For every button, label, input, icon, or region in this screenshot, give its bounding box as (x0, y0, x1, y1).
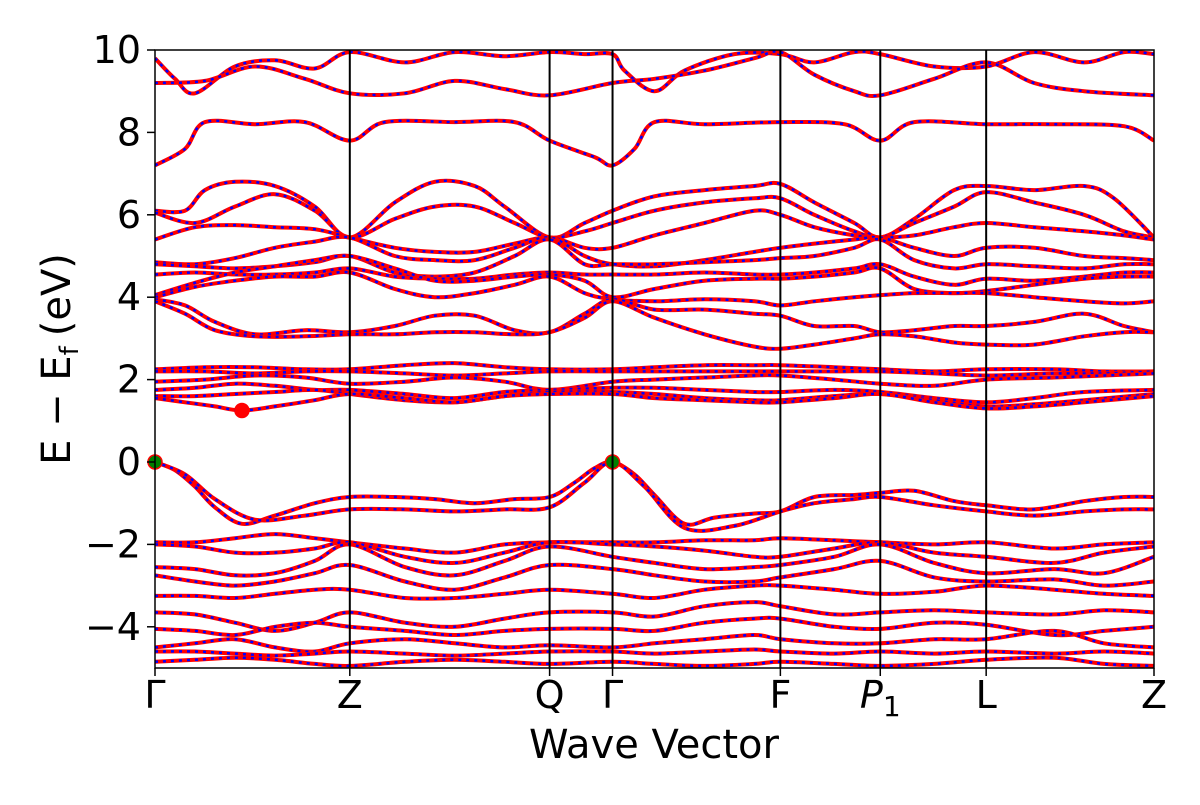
y-tick-label: 10 (93, 28, 141, 72)
band-line-dashed (155, 559, 1154, 591)
x-tick-label: Z (1141, 673, 1167, 717)
y-tick-label: 4 (117, 275, 141, 319)
band-line (155, 583, 1154, 601)
band-line (155, 381, 1154, 405)
x-axis: Γ Z Q Γ F P1 L Z (144, 668, 1167, 723)
y-axis-title-subscript: f (55, 345, 85, 355)
y-tick-label: 0 (117, 440, 141, 484)
x-tick-label-main: P (860, 673, 883, 717)
band-line (155, 628, 1154, 654)
band-line-dashed (155, 298, 1154, 336)
y-axis-title: E − Ef (eV) (34, 253, 85, 465)
band-line-dashed (155, 543, 1154, 577)
x-tick-label: F (769, 673, 791, 717)
x-tick-label-subscript: 1 (883, 690, 901, 723)
band-line-dashed (155, 372, 1154, 392)
band-line-dashed (155, 648, 1154, 657)
band-line-dashed (155, 270, 1154, 307)
x-axis-title: Wave Vector (529, 722, 780, 768)
band-line-dashed (155, 190, 1154, 240)
y-tick-label: 6 (117, 193, 141, 237)
y-tick-label: 8 (117, 110, 141, 154)
y-tick-label: −4 (85, 605, 141, 649)
y-axis-title-unit: (eV) (34, 253, 80, 336)
band-lines (155, 50, 1154, 668)
y-tick-label: 2 (117, 358, 141, 402)
band-line (155, 50, 1154, 96)
x-tick-label: P1 (860, 673, 901, 723)
x-tick-label: L (976, 673, 997, 717)
band-line (155, 234, 1154, 269)
band-line (155, 532, 1154, 555)
band-line (155, 208, 1154, 255)
band-line (155, 369, 1154, 378)
band-line-dashed (155, 656, 1154, 668)
band-line-dashed (155, 600, 1154, 633)
y-axis-title-main: E − E (34, 355, 80, 465)
band-line-dashed (155, 300, 1154, 351)
plot-frame (154, 49, 1155, 669)
band-line-dashed (155, 50, 1154, 98)
plot-background (155, 50, 1154, 668)
x-tick-label: Z (337, 673, 363, 717)
y-tick-label: −2 (85, 522, 141, 566)
band-line (155, 615, 1154, 638)
y-axis: −4 −2 0 2 4 6 8 10 (85, 28, 155, 649)
band-line-dashed (155, 254, 1154, 299)
band-line-dashed (155, 179, 1154, 240)
band-line-dashed (155, 119, 1154, 167)
band-line-dashed (155, 540, 1154, 565)
x-tick-label: Q (535, 673, 565, 717)
band-line-dashed (155, 262, 1154, 287)
x-tick-label: Γ (602, 673, 623, 717)
x-tick-label: Γ (144, 673, 165, 717)
cbm-marker (234, 402, 250, 419)
high-symmetry-lines (348, 50, 988, 668)
band-line (155, 387, 1154, 409)
